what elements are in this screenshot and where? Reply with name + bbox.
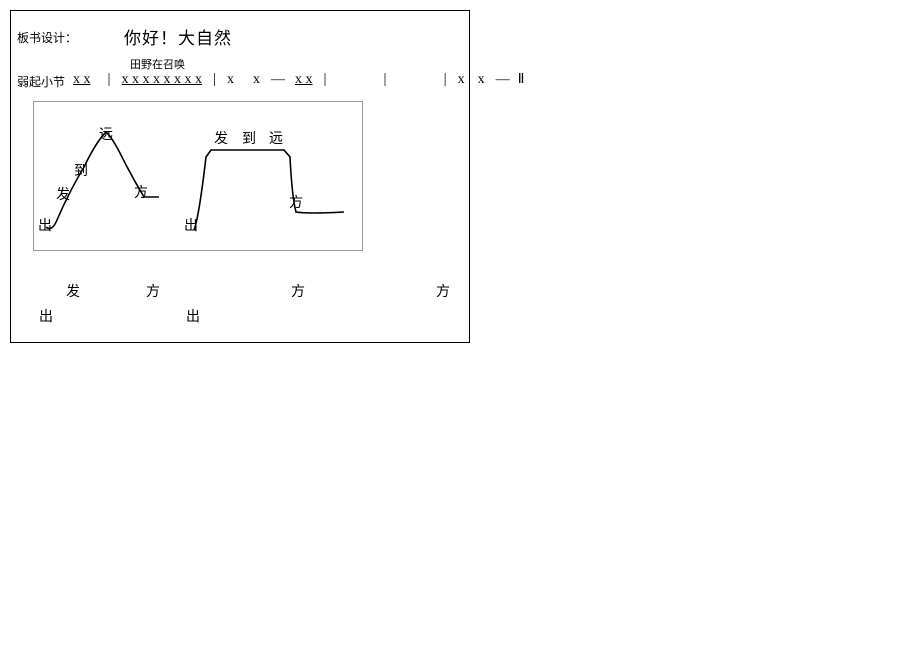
barline: | (444, 71, 447, 88)
rhythm-notation: x x | x x x x x x x x | x x — x x | | | … (71, 71, 524, 88)
note-group-1: x x (73, 72, 91, 88)
barline: | (108, 71, 111, 88)
dash: — (271, 72, 284, 88)
lyric-fa-1: 发 (56, 184, 70, 204)
lyric-fa-2: 发 (214, 128, 228, 148)
bottom-fang-2: 方 (291, 281, 305, 301)
lyric-chu-2: 出 (184, 215, 198, 235)
note-group-2: x x x x x x x x (122, 72, 203, 88)
lyric-dao-1: 到 (74, 160, 88, 180)
bottom-fa-1: 发 (66, 281, 80, 301)
lyric-dao-2: 到 (242, 128, 256, 148)
pitch-diagram-box: 出 发 到 远 方 出 发 到 远 方 (33, 101, 363, 251)
dash: — (496, 72, 509, 88)
bottom-chu-1: 出 (39, 306, 53, 326)
main-title: 你好！大自然 (124, 24, 232, 49)
end-barline: Ⅱ (518, 71, 525, 88)
note: x (253, 72, 260, 88)
bottom-fang-1: 方 (146, 281, 160, 301)
barline: | (324, 71, 327, 88)
subtitle: 田野在召唤 (130, 56, 185, 72)
note-group-3c: x x (295, 72, 313, 88)
barline: | (384, 71, 387, 88)
pitch-curve-1 (46, 132, 159, 228)
lyric-fang-1: 方 (134, 182, 148, 202)
note: x (227, 72, 234, 88)
label-board-design: 板书设计： (17, 29, 77, 46)
lyric-yuan-1: 远 (99, 124, 113, 144)
pitch-curve-2 (194, 150, 344, 230)
lyric-fang-2: 方 (289, 192, 303, 212)
lyric-yuan-2: 远 (269, 128, 283, 148)
outer-border: 板书设计： 你好！大自然 田野在召唤 弱起小节 x x | x x x x x … (10, 10, 470, 343)
lyric-chu-1: 出 (38, 215, 52, 235)
note: x (478, 72, 485, 88)
bottom-fang-3: 方 (436, 281, 450, 301)
bottom-chu-2: 出 (186, 306, 200, 326)
label-weak-start: 弱起小节 (17, 73, 65, 90)
note: x (458, 72, 465, 88)
barline: | (213, 71, 216, 88)
